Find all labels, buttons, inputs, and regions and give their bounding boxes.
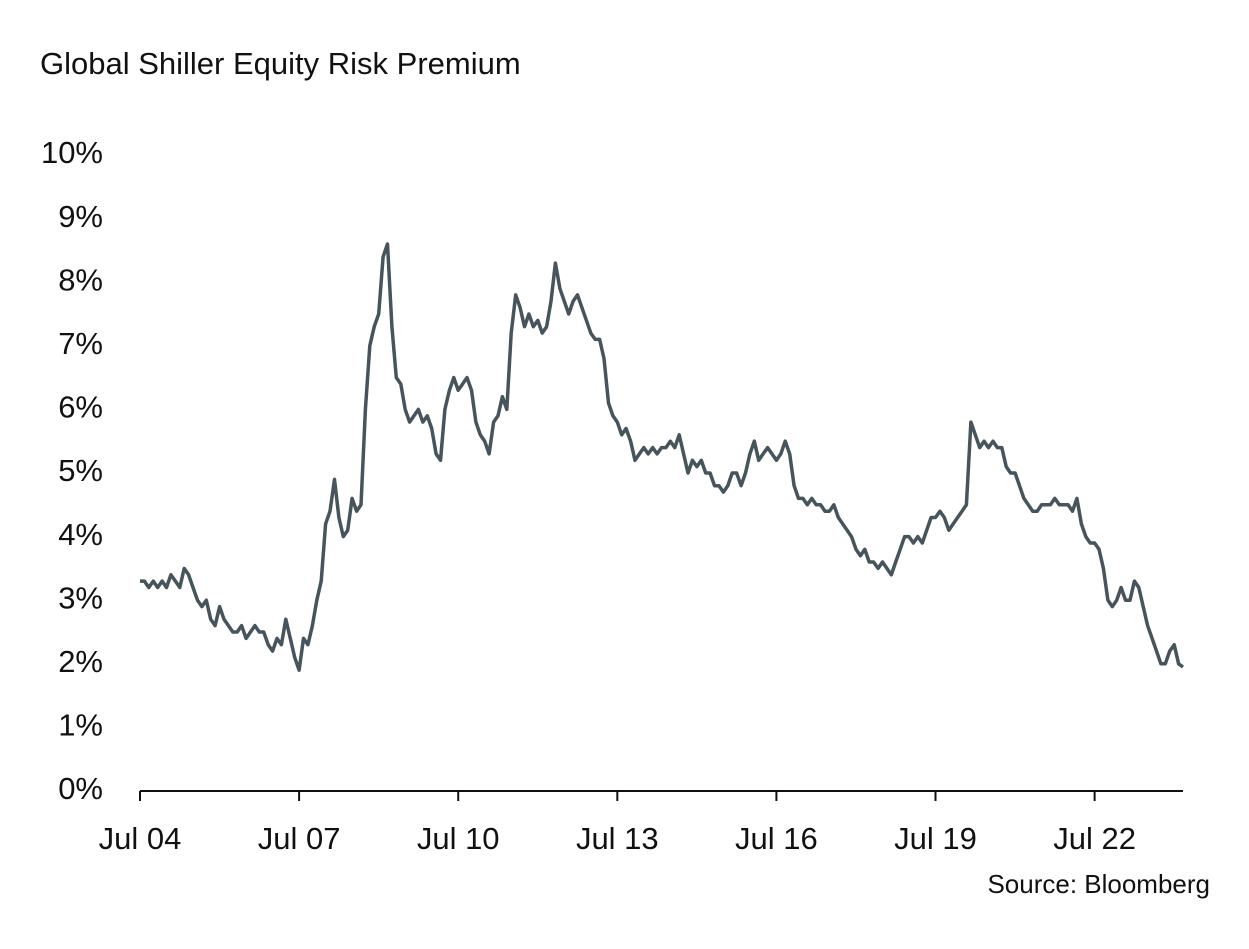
y-tick-label: 0% — [58, 771, 103, 806]
y-tick-label: 7% — [58, 326, 103, 361]
x-tick-label: Jul 10 — [417, 821, 500, 856]
x-tick-label: Jul 22 — [1053, 821, 1136, 856]
y-tick-label: 1% — [58, 708, 103, 743]
y-tick-label: 3% — [58, 580, 103, 615]
x-tick-label: Jul 13 — [576, 821, 659, 856]
x-tick-label: Jul 19 — [894, 821, 977, 856]
y-tick-label: 10% — [41, 135, 103, 170]
y-tick-label: 4% — [58, 517, 103, 552]
x-tick-label: Jul 16 — [735, 821, 818, 856]
x-tick-label: Jul 07 — [258, 821, 341, 856]
y-tick-label: 6% — [58, 390, 103, 425]
x-tick-label: Jul 04 — [99, 821, 182, 856]
y-tick-label: 9% — [58, 199, 103, 234]
chart-title: Global Shiller Equity Risk Premium — [40, 46, 521, 81]
y-tick-label: 2% — [58, 644, 103, 679]
y-tick-label: 5% — [58, 453, 103, 488]
y-tick-label: 8% — [58, 262, 103, 297]
source-note: Source: Bloomberg — [987, 869, 1210, 899]
data-line — [140, 242, 1185, 672]
